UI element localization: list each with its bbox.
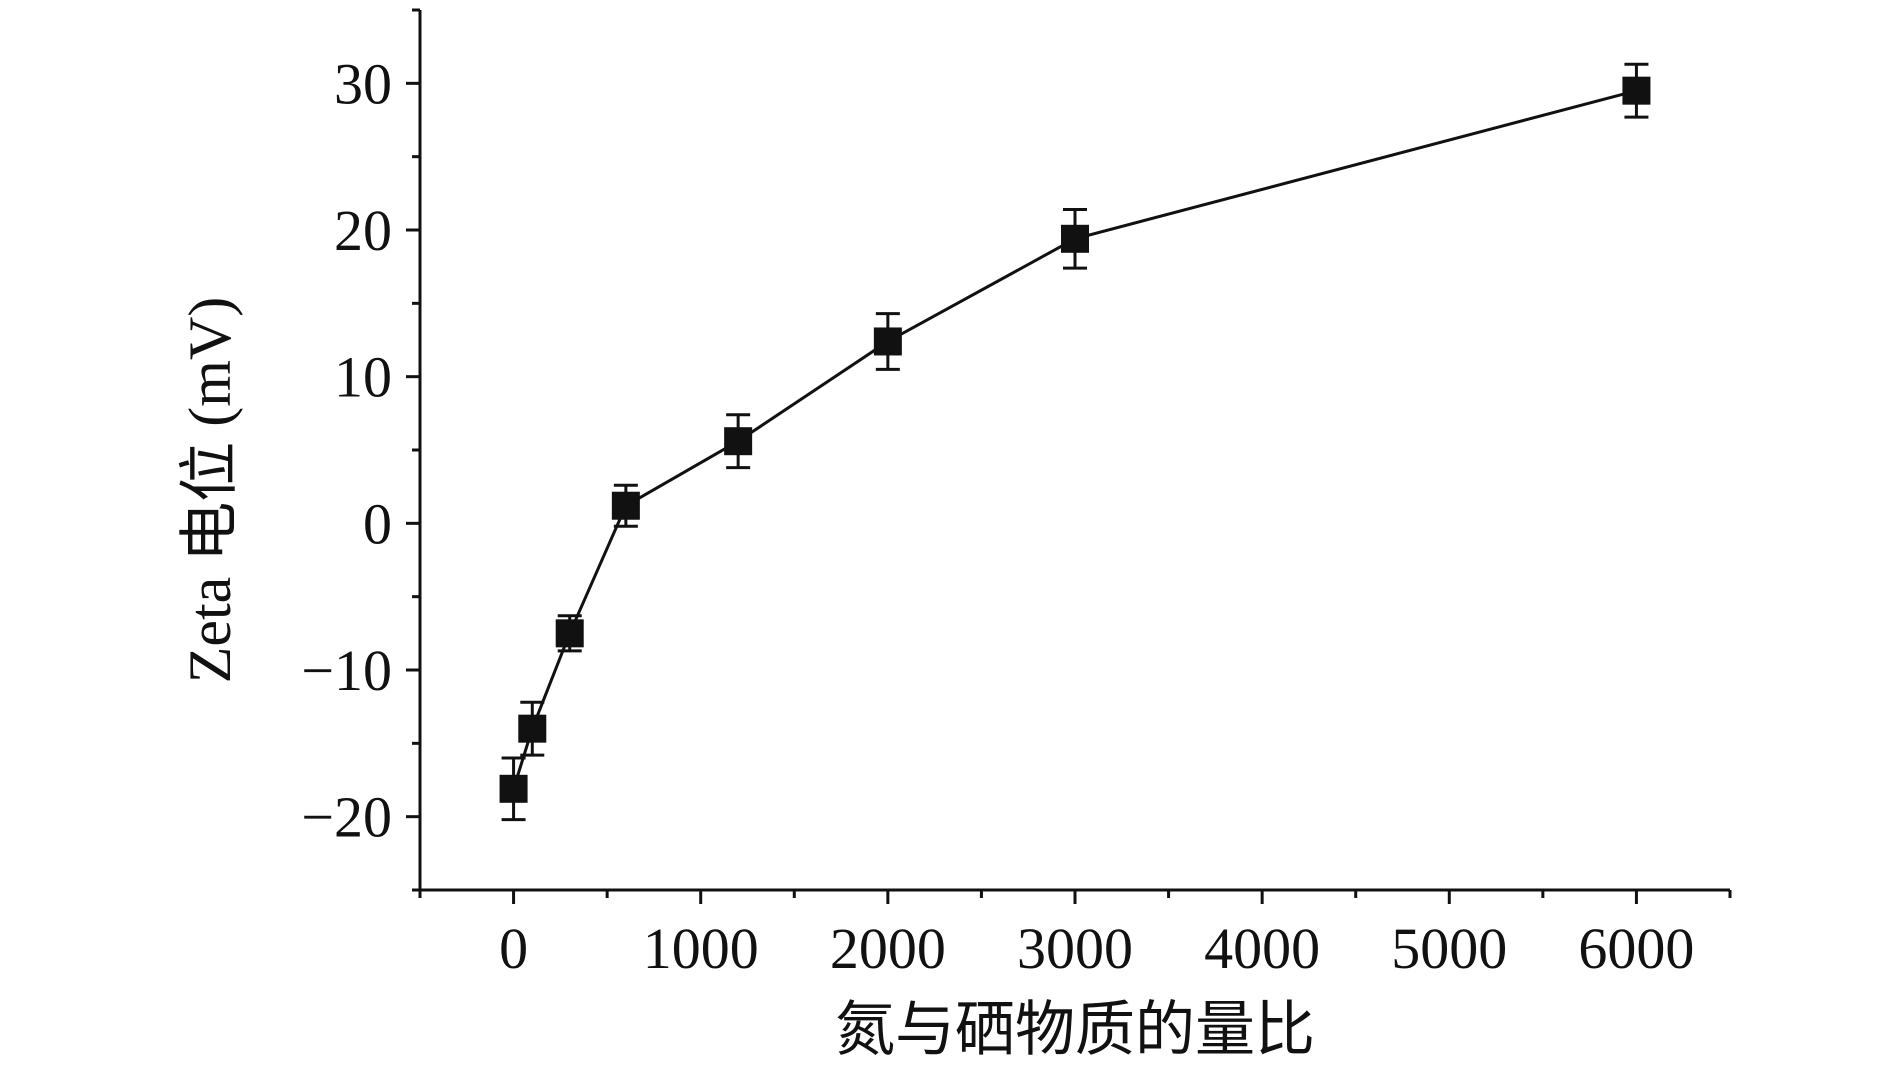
data-point	[1622, 76, 1651, 105]
series-line	[512, 89, 1637, 790]
x-axis-title: 氮与硒物质的量比	[835, 997, 1315, 1063]
x-tick-label: 6000	[1578, 916, 1694, 981]
y-tick-label: 30	[334, 51, 392, 116]
y-tick-label: 0	[363, 491, 392, 556]
y-tick-label: −10	[301, 638, 392, 703]
y-tick-label: 10	[334, 345, 392, 410]
data-point	[873, 327, 902, 356]
axes	[418, 10, 1730, 892]
x-tick-label: 5000	[1391, 916, 1507, 981]
ticks: 0 1000 2000 3000 4000 5000 6000 −20 −10 0 10 20 30	[301, 8, 1732, 981]
data-point	[555, 619, 584, 648]
data-point	[611, 491, 640, 520]
x-tick-label: 2000	[830, 916, 946, 981]
x-tick-label: 4000	[1204, 916, 1320, 981]
data-point	[1061, 224, 1089, 253]
x-tick-label: 1000	[643, 916, 759, 981]
data-point	[518, 714, 547, 743]
data-point	[499, 774, 528, 803]
y-axis-title: Zeta 电位 (mV)	[177, 297, 243, 684]
y-tick-label: −20	[301, 785, 392, 850]
data-point	[724, 427, 753, 456]
x-tick-label: 0	[499, 916, 528, 981]
x-tick-label: 3000	[1017, 916, 1133, 981]
y-tick-label: 20	[334, 198, 392, 263]
data-series	[499, 62, 1651, 822]
